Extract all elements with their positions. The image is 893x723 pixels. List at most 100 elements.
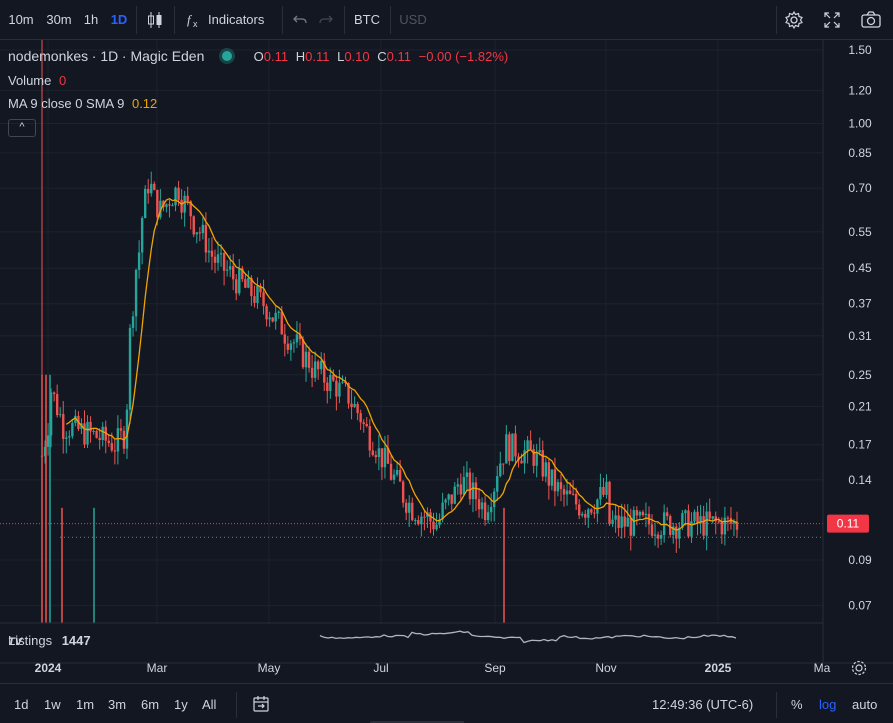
indicators-button[interactable]: Indicators bbox=[208, 12, 265, 27]
chart-area[interactable]: 1.50 1.20 1.00 0.85 0.70 0.55 0.45 0.37 0.31 0.25… bbox=[0, 40, 893, 683]
candle-body bbox=[602, 486, 605, 495]
symbol-name[interactable]: nodemonkes bbox=[8, 48, 89, 64]
price-axis-label: 0.09 bbox=[848, 553, 872, 567]
currency-usd[interactable]: USD bbox=[399, 12, 427, 27]
candle-body bbox=[505, 434, 508, 464]
calendar-range-icon[interactable] bbox=[252, 695, 270, 715]
candle-body bbox=[678, 527, 681, 539]
gear-icon[interactable] bbox=[782, 7, 806, 33]
interval-1d[interactable]: 1D bbox=[110, 12, 128, 27]
range-6m[interactable]: 6m bbox=[141, 697, 160, 712]
fullscreen-icon[interactable] bbox=[820, 7, 844, 33]
candle-body bbox=[493, 491, 496, 508]
candle-body bbox=[584, 514, 587, 518]
candle-body bbox=[441, 502, 444, 520]
interval-30m[interactable]: 30m bbox=[46, 12, 72, 27]
candle-body bbox=[295, 334, 299, 343]
redo-icon[interactable] bbox=[316, 7, 336, 33]
volume-value: 0 bbox=[59, 73, 67, 88]
ma-legend[interactable]: MA 9 close 0 SMA 9 0.12 bbox=[8, 96, 157, 111]
price-axis-label: 0.31 bbox=[848, 329, 872, 343]
interval-1h[interactable]: 1h bbox=[83, 12, 99, 27]
candle-body bbox=[471, 482, 475, 500]
candle-body bbox=[611, 519, 614, 525]
candle-body bbox=[147, 188, 150, 194]
percent-scale-toggle[interactable]: % bbox=[791, 697, 803, 712]
candle-body bbox=[274, 312, 277, 322]
candle-body bbox=[735, 521, 739, 530]
candle-body bbox=[262, 292, 265, 307]
candle-body bbox=[98, 437, 101, 441]
candle-body bbox=[529, 440, 532, 450]
candle-body bbox=[374, 455, 378, 458]
camera-icon[interactable] bbox=[858, 7, 884, 33]
volume-legend[interactable]: Volume 0 bbox=[8, 73, 66, 88]
price-axis-label: 0.25 bbox=[848, 368, 872, 382]
candle-body bbox=[244, 279, 247, 288]
candle-body bbox=[423, 516, 426, 518]
price-axis-label: 0.21 bbox=[848, 399, 872, 413]
candle-body bbox=[726, 517, 730, 519]
candle-body bbox=[462, 476, 466, 495]
collapse-legend-button[interactable]: ^ bbox=[8, 119, 36, 137]
candle-body bbox=[213, 256, 217, 263]
range-1d[interactable]: 1d bbox=[14, 697, 29, 712]
candle-body bbox=[204, 224, 208, 253]
candle-body bbox=[207, 250, 211, 253]
scroll-handle[interactable] bbox=[370, 721, 464, 723]
candle-body bbox=[414, 520, 417, 522]
listings-value: 1447 bbox=[61, 633, 91, 648]
candle-body bbox=[271, 317, 274, 322]
interval-10m[interactable]: 10m bbox=[8, 12, 34, 27]
range-1y[interactable]: 1y bbox=[174, 697, 188, 712]
candle-body bbox=[301, 339, 305, 368]
candle-body bbox=[629, 517, 632, 536]
candle-body bbox=[599, 486, 602, 500]
candle-body bbox=[137, 252, 141, 270]
candle-body bbox=[656, 534, 660, 539]
candle-body bbox=[356, 404, 359, 414]
candle-body bbox=[313, 361, 317, 378]
auto-scale-toggle[interactable]: auto bbox=[852, 697, 878, 712]
range-all[interactable]: All bbox=[202, 697, 217, 712]
symbol-legend: nodemonkes · 1D · Magic Eden O0.11 H0.11… bbox=[8, 48, 509, 64]
range-1w[interactable]: 1w bbox=[44, 697, 61, 712]
candle-body bbox=[310, 367, 314, 378]
candle-body bbox=[444, 499, 447, 503]
range-3m[interactable]: 3m bbox=[108, 697, 127, 712]
candle-body bbox=[241, 268, 244, 280]
candle-body bbox=[59, 414, 62, 416]
candle-body bbox=[605, 481, 608, 495]
toolbar-divider bbox=[174, 6, 175, 34]
candle-body bbox=[277, 311, 280, 313]
candle-body bbox=[459, 484, 463, 495]
candle-body bbox=[171, 205, 174, 207]
candle-body bbox=[690, 521, 693, 537]
candle-body bbox=[134, 269, 138, 317]
log-scale-toggle[interactable]: log bbox=[819, 697, 837, 712]
candle-body bbox=[201, 224, 205, 234]
candle-body bbox=[398, 470, 402, 482]
candle-body bbox=[608, 481, 611, 525]
candle-body bbox=[520, 460, 523, 464]
candle-body bbox=[653, 534, 657, 536]
candle-body bbox=[496, 476, 499, 492]
candle-body bbox=[571, 493, 575, 495]
listings-legend[interactable]: Listings 1447 bbox=[8, 633, 91, 648]
candles-icon[interactable] bbox=[142, 7, 168, 33]
close-value: 0.11 bbox=[386, 49, 411, 64]
timezone-clock[interactable]: 12:49:36 (UTC-6) bbox=[652, 697, 754, 712]
candle-body bbox=[320, 360, 323, 370]
candle-body bbox=[113, 450, 117, 452]
currency-btc[interactable]: BTC bbox=[354, 12, 380, 27]
price-chart[interactable]: 1.50 1.20 1.00 0.85 0.70 0.55 0.45 0.37 0.31 0.25… bbox=[0, 40, 893, 683]
candle-body bbox=[593, 512, 596, 514]
candle-body bbox=[693, 511, 696, 522]
candle-body bbox=[362, 422, 365, 425]
toolbar-divider bbox=[236, 692, 237, 718]
candle-body bbox=[101, 426, 104, 441]
range-1m[interactable]: 1m bbox=[76, 697, 95, 712]
undo-icon[interactable] bbox=[290, 7, 310, 33]
candle-body bbox=[165, 204, 168, 208]
